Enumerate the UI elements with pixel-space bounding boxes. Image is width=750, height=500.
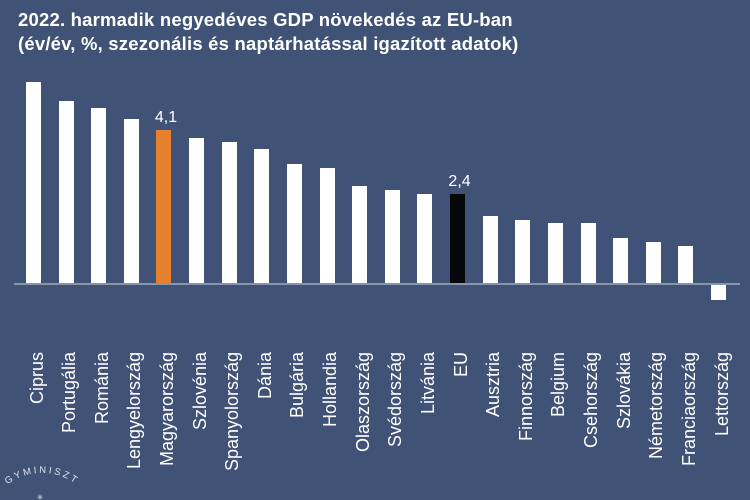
x-label-ausztria: Ausztria — [483, 352, 504, 418]
x-label-spanyolorszag: Spanyolország — [222, 352, 243, 472]
bar-ausztria — [482, 216, 498, 283]
bar-szlovakia — [613, 238, 629, 283]
seal-arc-text: GYMINISZT — [3, 465, 81, 487]
bar-portugalia — [58, 100, 74, 283]
bar-romania — [91, 108, 107, 283]
bar-belgium — [547, 223, 563, 283]
bar-hollandia — [319, 167, 335, 283]
bar-lettorszag — [711, 285, 727, 300]
x-label-szlovakia: Szlovákia — [613, 352, 634, 430]
x-label-nemetorszag: Németország — [646, 352, 667, 460]
x-label-olaszorszag: Olaszország — [352, 352, 373, 453]
x-label-dania: Dánia — [254, 352, 275, 400]
bar-ciprus — [26, 82, 41, 283]
bar-spanyolorszag — [221, 141, 237, 283]
value-label-magyarorszag: 4,1 — [154, 109, 178, 127]
bar-franciaorszag — [678, 245, 694, 283]
bar-finnorszag — [515, 219, 531, 283]
bar-szlovenia — [189, 137, 205, 283]
ministry-seal-logo: GYMINISZT ✳ — [3, 465, 81, 500]
bar-eu — [450, 193, 466, 283]
x-label-szlovenia: Szlovénia — [189, 352, 210, 431]
bar-litvania — [417, 193, 433, 283]
x-axis-line — [14, 283, 740, 285]
value-label-eu: 2,4 — [448, 172, 471, 190]
x-label-magyarorszag: Magyarország — [156, 352, 177, 467]
bar-magyarorszag — [156, 130, 172, 283]
bar-dania — [254, 149, 270, 283]
chart-title-line1: 2022. harmadik negyedéves GDP növekedés … — [18, 9, 513, 30]
chart-title-line2: (év/év, %, szezonális és naptárhatással … — [18, 33, 519, 54]
seal-star-icon: ✳ — [37, 493, 44, 500]
bar-svedorszag — [384, 190, 400, 283]
bar-nemetorszag — [645, 242, 661, 283]
x-label-lettorszag: Lettország — [711, 352, 732, 437]
x-label-eu: EU — [450, 352, 471, 378]
x-label-finnorszag: Finnország — [515, 352, 536, 442]
x-label-bulgaria: Bulgária — [287, 352, 308, 419]
bar-csehorszag — [580, 223, 596, 283]
x-label-csehorszag: Csehország — [581, 352, 602, 449]
bar-bulgaria — [286, 163, 302, 283]
x-label-hollandia: Hollandia — [320, 352, 341, 428]
x-label-franciaorszag: Franciaország — [678, 352, 699, 467]
x-label-svedorszag: Svédország — [385, 352, 406, 448]
x-label-belgium: Belgium — [548, 352, 569, 418]
chart-title: 2022. harmadik negyedéves GDP növekedés … — [18, 8, 518, 56]
x-label-litvania: Litvánia — [417, 352, 438, 415]
bar-olaszorszag — [352, 186, 368, 283]
bar-lengyelorszag — [123, 119, 139, 283]
